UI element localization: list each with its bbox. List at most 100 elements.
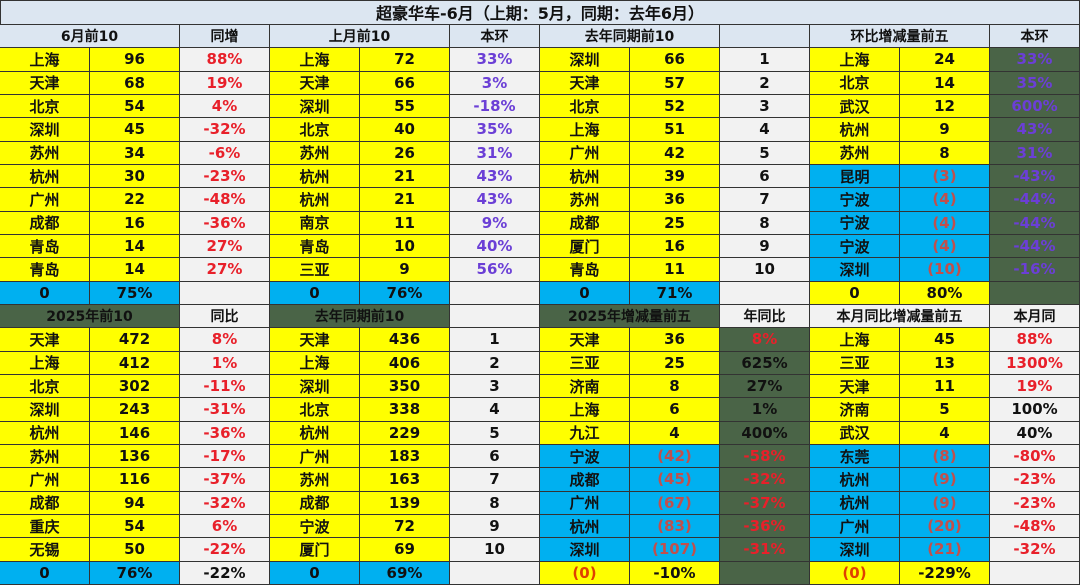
ratio-cell[interactable]: -32% <box>990 538 1080 562</box>
value-cell[interactable]: 350 <box>360 374 450 399</box>
ratio-cell[interactable]: 33% <box>450 48 540 72</box>
value-cell[interactable]: 14 <box>900 71 990 95</box>
value-cell[interactable]: 9 <box>900 118 990 142</box>
value-cell[interactable]: 8 <box>630 374 720 399</box>
value-cell[interactable]: 13 <box>900 351 990 375</box>
city-cell[interactable]: 宁波 <box>540 444 630 469</box>
city-cell[interactable]: 杭州 <box>270 164 360 189</box>
section-header[interactable]: 2025年前10 <box>0 304 180 329</box>
city-cell[interactable]: 天津 <box>270 71 360 95</box>
city-cell[interactable]: 上海 <box>0 351 90 375</box>
city-cell[interactable]: 北京 <box>540 94 630 119</box>
city-cell[interactable]: 天津 <box>0 328 90 352</box>
city-cell[interactable]: 广州 <box>810 514 900 539</box>
value-cell[interactable]: 243 <box>90 398 180 422</box>
value-cell[interactable]: 52 <box>630 94 720 119</box>
value-cell[interactable]: (8) <box>900 444 990 469</box>
ratio-cell[interactable]: -22% <box>180 538 270 562</box>
ratio-cell[interactable]: -37% <box>180 468 270 492</box>
city-cell[interactable]: 天津 <box>540 328 630 352</box>
column-header[interactable]: 同增 <box>180 25 270 49</box>
city-cell[interactable]: 苏州 <box>0 141 90 165</box>
city-cell[interactable]: 苏州 <box>810 141 900 165</box>
footer-share-cell[interactable]: -10% <box>630 561 720 585</box>
ratio-cell[interactable]: 35% <box>450 118 540 142</box>
ratio-cell[interactable]: -23% <box>180 164 270 189</box>
value-cell[interactable]: 136 <box>90 444 180 469</box>
value-cell[interactable]: 14 <box>90 258 180 282</box>
footer-share-cell[interactable]: 69% <box>360 561 450 585</box>
city-cell[interactable]: 天津 <box>0 71 90 95</box>
section-header[interactable]: 去年同期前10 <box>540 25 720 49</box>
ratio-cell[interactable]: 8% <box>720 328 810 352</box>
ratio-cell[interactable]: -58% <box>720 444 810 469</box>
city-cell[interactable]: 深圳 <box>810 258 900 282</box>
ratio-cell[interactable]: 7 <box>720 188 810 212</box>
city-cell[interactable]: 广州 <box>270 444 360 469</box>
ratio-cell[interactable]: 6% <box>180 514 270 539</box>
city-cell[interactable]: 东莞 <box>810 444 900 469</box>
section-header[interactable]: 环比增减量前五 <box>810 25 990 49</box>
city-cell[interactable]: 青岛 <box>270 234 360 259</box>
ratio-cell[interactable]: 3 <box>720 94 810 119</box>
city-cell[interactable]: 苏州 <box>540 188 630 212</box>
ratio-cell[interactable]: 19% <box>990 374 1080 399</box>
column-header[interactable] <box>450 304 540 329</box>
ratio-cell[interactable]: -36% <box>180 421 270 445</box>
footer-cell[interactable]: 0 <box>270 281 360 305</box>
footer-cell[interactable]: (0) <box>540 561 630 585</box>
ratio-cell[interactable]: 10 <box>450 538 540 562</box>
value-cell[interactable]: 183 <box>360 444 450 469</box>
ratio-cell[interactable]: 40% <box>990 421 1080 445</box>
value-cell[interactable]: 229 <box>360 421 450 445</box>
column-header[interactable] <box>720 25 810 49</box>
ratio-cell[interactable]: 10 <box>720 258 810 282</box>
footer-share-cell[interactable]: 71% <box>630 281 720 305</box>
value-cell[interactable]: 36 <box>630 188 720 212</box>
value-cell[interactable]: 72 <box>360 514 450 539</box>
city-cell[interactable]: 深圳 <box>540 48 630 72</box>
column-header[interactable]: 本环 <box>990 25 1080 49</box>
value-cell[interactable]: 69 <box>360 538 450 562</box>
city-cell[interactable]: 青岛 <box>0 258 90 282</box>
value-cell[interactable]: 139 <box>360 491 450 515</box>
city-cell[interactable]: 三亚 <box>270 258 360 282</box>
value-cell[interactable]: 21 <box>360 188 450 212</box>
value-cell[interactable]: 25 <box>630 211 720 235</box>
value-cell[interactable]: (9) <box>900 468 990 492</box>
value-cell[interactable]: 55 <box>360 94 450 119</box>
ratio-cell[interactable]: 4 <box>450 398 540 422</box>
city-cell[interactable]: 杭州 <box>810 468 900 492</box>
value-cell[interactable]: 50 <box>90 538 180 562</box>
ratio-cell[interactable]: 7 <box>450 468 540 492</box>
city-cell[interactable]: 深圳 <box>270 374 360 399</box>
value-cell[interactable]: (3) <box>900 164 990 189</box>
ratio-cell[interactable]: 4% <box>180 94 270 119</box>
ratio-cell[interactable]: 88% <box>990 328 1080 352</box>
ratio-cell[interactable]: 600% <box>990 94 1080 119</box>
ratio-cell[interactable]: -18% <box>450 94 540 119</box>
city-cell[interactable]: 广州 <box>540 491 630 515</box>
ratio-cell[interactable]: 2 <box>450 351 540 375</box>
ratio-cell[interactable]: -32% <box>180 118 270 142</box>
ratio-cell[interactable]: 35% <box>990 71 1080 95</box>
footer-cell[interactable]: 0 <box>540 281 630 305</box>
ratio-cell[interactable]: -17% <box>180 444 270 469</box>
city-cell[interactable]: 深圳 <box>270 94 360 119</box>
ratio-cell[interactable]: 33% <box>990 48 1080 72</box>
value-cell[interactable]: 436 <box>360 328 450 352</box>
column-header[interactable]: 年同比 <box>720 304 810 329</box>
ratio-cell[interactable]: -80% <box>990 444 1080 469</box>
ratio-cell[interactable]: 40% <box>450 234 540 259</box>
value-cell[interactable]: 57 <box>630 71 720 95</box>
city-cell[interactable]: 青岛 <box>0 234 90 259</box>
footer-cell[interactable]: (0) <box>810 561 900 585</box>
ratio-cell[interactable]: 19% <box>180 71 270 95</box>
value-cell[interactable]: 8 <box>900 141 990 165</box>
ratio-cell[interactable]: 100% <box>990 398 1080 422</box>
city-cell[interactable]: 深圳 <box>0 398 90 422</box>
value-cell[interactable]: 4 <box>900 421 990 445</box>
ratio-cell[interactable]: -31% <box>720 538 810 562</box>
ratio-cell[interactable]: -31% <box>180 398 270 422</box>
city-cell[interactable]: 深圳 <box>540 538 630 562</box>
